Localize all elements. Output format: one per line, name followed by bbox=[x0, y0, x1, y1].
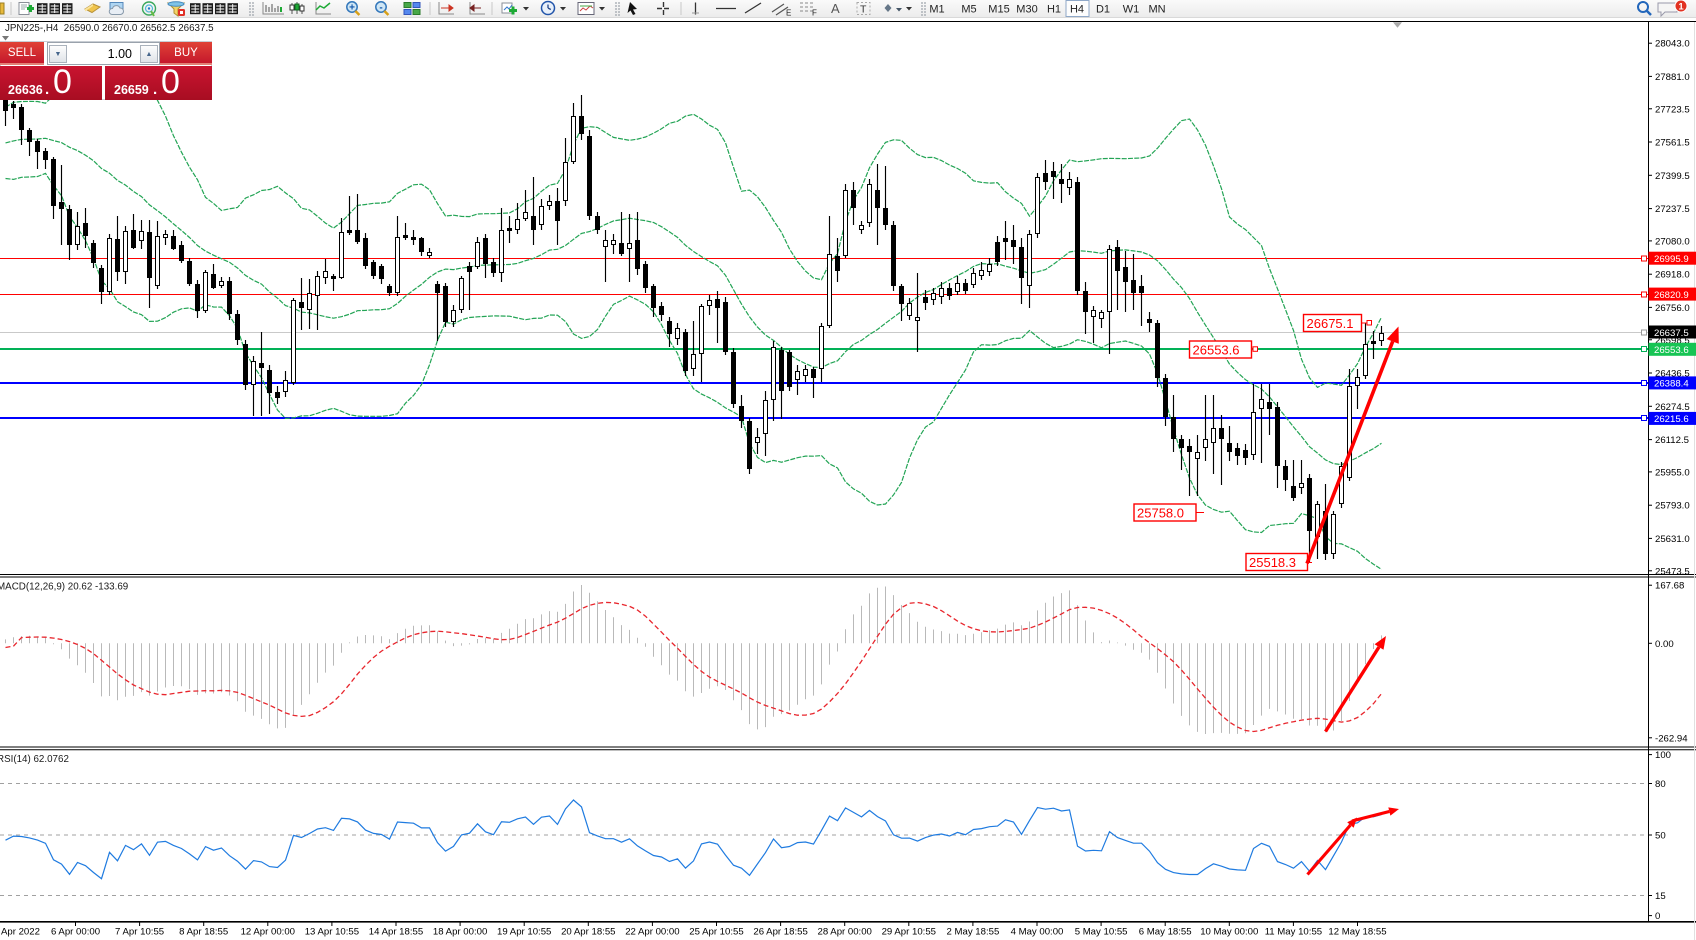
svg-text:M30: M30 bbox=[1016, 4, 1037, 16]
svg-text:26995.9: 26995.9 bbox=[1654, 254, 1689, 265]
svg-text:22 Apr 00:00: 22 Apr 00:00 bbox=[625, 927, 679, 938]
svg-text:167.68: 167.68 bbox=[1655, 581, 1684, 592]
svg-text:27561.5: 27561.5 bbox=[1655, 138, 1690, 149]
svg-text:-262.94: -262.94 bbox=[1655, 733, 1688, 744]
svg-text:26598.5: 26598.5 bbox=[1655, 335, 1690, 346]
svg-text:4 May 00:00: 4 May 00:00 bbox=[1011, 927, 1064, 938]
svg-text:28043.0: 28043.0 bbox=[1655, 39, 1690, 50]
svg-text:7 Apr 10:55: 7 Apr 10:55 bbox=[115, 927, 164, 938]
svg-text:6 Apr 00:00: 6 Apr 00:00 bbox=[51, 927, 100, 938]
svg-text:27399.5: 27399.5 bbox=[1655, 171, 1690, 182]
svg-text:2 May 18:55: 2 May 18:55 bbox=[946, 927, 999, 938]
svg-text:W1: W1 bbox=[1123, 4, 1140, 16]
svg-text:MN: MN bbox=[1148, 4, 1165, 16]
svg-text:100: 100 bbox=[1655, 750, 1671, 761]
svg-text:-: - bbox=[379, 3, 382, 14]
svg-text:12 May 18:55: 12 May 18:55 bbox=[1328, 927, 1386, 938]
svg-text:M15: M15 bbox=[988, 4, 1009, 16]
svg-text:26820.9: 26820.9 bbox=[1654, 290, 1689, 301]
svg-text:26112.5: 26112.5 bbox=[1655, 435, 1689, 446]
svg-text:27080.0: 27080.0 bbox=[1655, 236, 1690, 247]
svg-text:D1: D1 bbox=[1096, 4, 1110, 16]
svg-text:RSI(14) 62.0762: RSI(14) 62.0762 bbox=[0, 754, 69, 765]
svg-text:25955.0: 25955.0 bbox=[1655, 467, 1690, 478]
svg-text:25793.0: 25793.0 bbox=[1655, 501, 1690, 512]
svg-text:11 May 10:55: 11 May 10:55 bbox=[1265, 927, 1322, 938]
svg-text:26918.0: 26918.0 bbox=[1655, 270, 1690, 281]
svg-text:14 Apr 18:55: 14 Apr 18:55 bbox=[369, 927, 423, 938]
svg-text:26675.1: 26675.1 bbox=[1307, 316, 1354, 331]
svg-text:29 Apr 10:55: 29 Apr 10:55 bbox=[882, 927, 936, 938]
svg-text:6 May 18:55: 6 May 18:55 bbox=[1139, 927, 1192, 938]
svg-text:19 Apr 10:55: 19 Apr 10:55 bbox=[497, 927, 551, 938]
svg-text:MACD(12,26,9) 20.62 -133.69: MACD(12,26,9) 20.62 -133.69 bbox=[0, 582, 128, 593]
svg-text:26 Apr 18:55: 26 Apr 18:55 bbox=[753, 927, 807, 938]
svg-text:18 Apr 00:00: 18 Apr 00:00 bbox=[433, 927, 487, 938]
svg-text:26215.6: 26215.6 bbox=[1654, 414, 1689, 425]
svg-text:27237.5: 27237.5 bbox=[1655, 204, 1690, 215]
svg-text:27723.5: 27723.5 bbox=[1655, 104, 1690, 115]
svg-text:JPN225-,H4 26590.0 26670.0 26: JPN225-,H4 26590.0 26670.0 26562.5 26637… bbox=[5, 23, 214, 34]
svg-text:28 Apr 00:00: 28 Apr 00:00 bbox=[817, 927, 871, 938]
svg-text:25631.0: 25631.0 bbox=[1655, 534, 1690, 545]
svg-text:26274.5: 26274.5 bbox=[1655, 402, 1690, 413]
svg-text:26637.5: 26637.5 bbox=[1654, 328, 1689, 339]
svg-text:1: 1 bbox=[1678, 2, 1684, 13]
svg-text:26388.4: 26388.4 bbox=[1654, 379, 1689, 390]
svg-text:25758.0: 25758.0 bbox=[1137, 506, 1184, 521]
svg-text:Apr 2022: Apr 2022 bbox=[1, 927, 40, 938]
svg-text:H4: H4 bbox=[1070, 4, 1084, 16]
svg-text:0.00: 0.00 bbox=[1655, 639, 1674, 650]
svg-text:5 May 10:55: 5 May 10:55 bbox=[1075, 927, 1128, 938]
svg-text:12 Apr 00:00: 12 Apr 00:00 bbox=[241, 927, 295, 938]
svg-text:10 May 00:00: 10 May 00:00 bbox=[1200, 927, 1258, 938]
svg-text:80: 80 bbox=[1655, 779, 1666, 790]
svg-text:A: A bbox=[831, 1, 840, 16]
svg-text:50: 50 bbox=[1655, 831, 1666, 842]
svg-text:T: T bbox=[860, 4, 867, 16]
svg-text:20 Apr 18:55: 20 Apr 18:55 bbox=[561, 927, 615, 938]
svg-text:26436.5: 26436.5 bbox=[1655, 369, 1690, 380]
svg-text:H1: H1 bbox=[1047, 4, 1061, 16]
svg-text:25 Apr 10:55: 25 Apr 10:55 bbox=[689, 927, 743, 938]
svg-text:15: 15 bbox=[1655, 891, 1666, 902]
svg-text:25518.3: 25518.3 bbox=[1249, 555, 1296, 570]
svg-text:25473.5: 25473.5 bbox=[1655, 566, 1690, 577]
svg-text:M1: M1 bbox=[929, 4, 944, 16]
svg-text:27881.0: 27881.0 bbox=[1655, 72, 1690, 83]
svg-text:+: + bbox=[349, 3, 355, 14]
svg-text:0: 0 bbox=[1655, 911, 1660, 922]
svg-text:26756.0: 26756.0 bbox=[1655, 303, 1690, 314]
svg-text:13 Apr 10:55: 13 Apr 10:55 bbox=[305, 927, 359, 938]
svg-text:26553.6: 26553.6 bbox=[1654, 345, 1689, 356]
svg-text:F: F bbox=[812, 9, 817, 18]
svg-text:8 Apr 18:55: 8 Apr 18:55 bbox=[179, 927, 228, 938]
svg-text:26553.6: 26553.6 bbox=[1193, 343, 1240, 358]
svg-text:E: E bbox=[786, 9, 791, 18]
svg-text:M5: M5 bbox=[961, 4, 976, 16]
